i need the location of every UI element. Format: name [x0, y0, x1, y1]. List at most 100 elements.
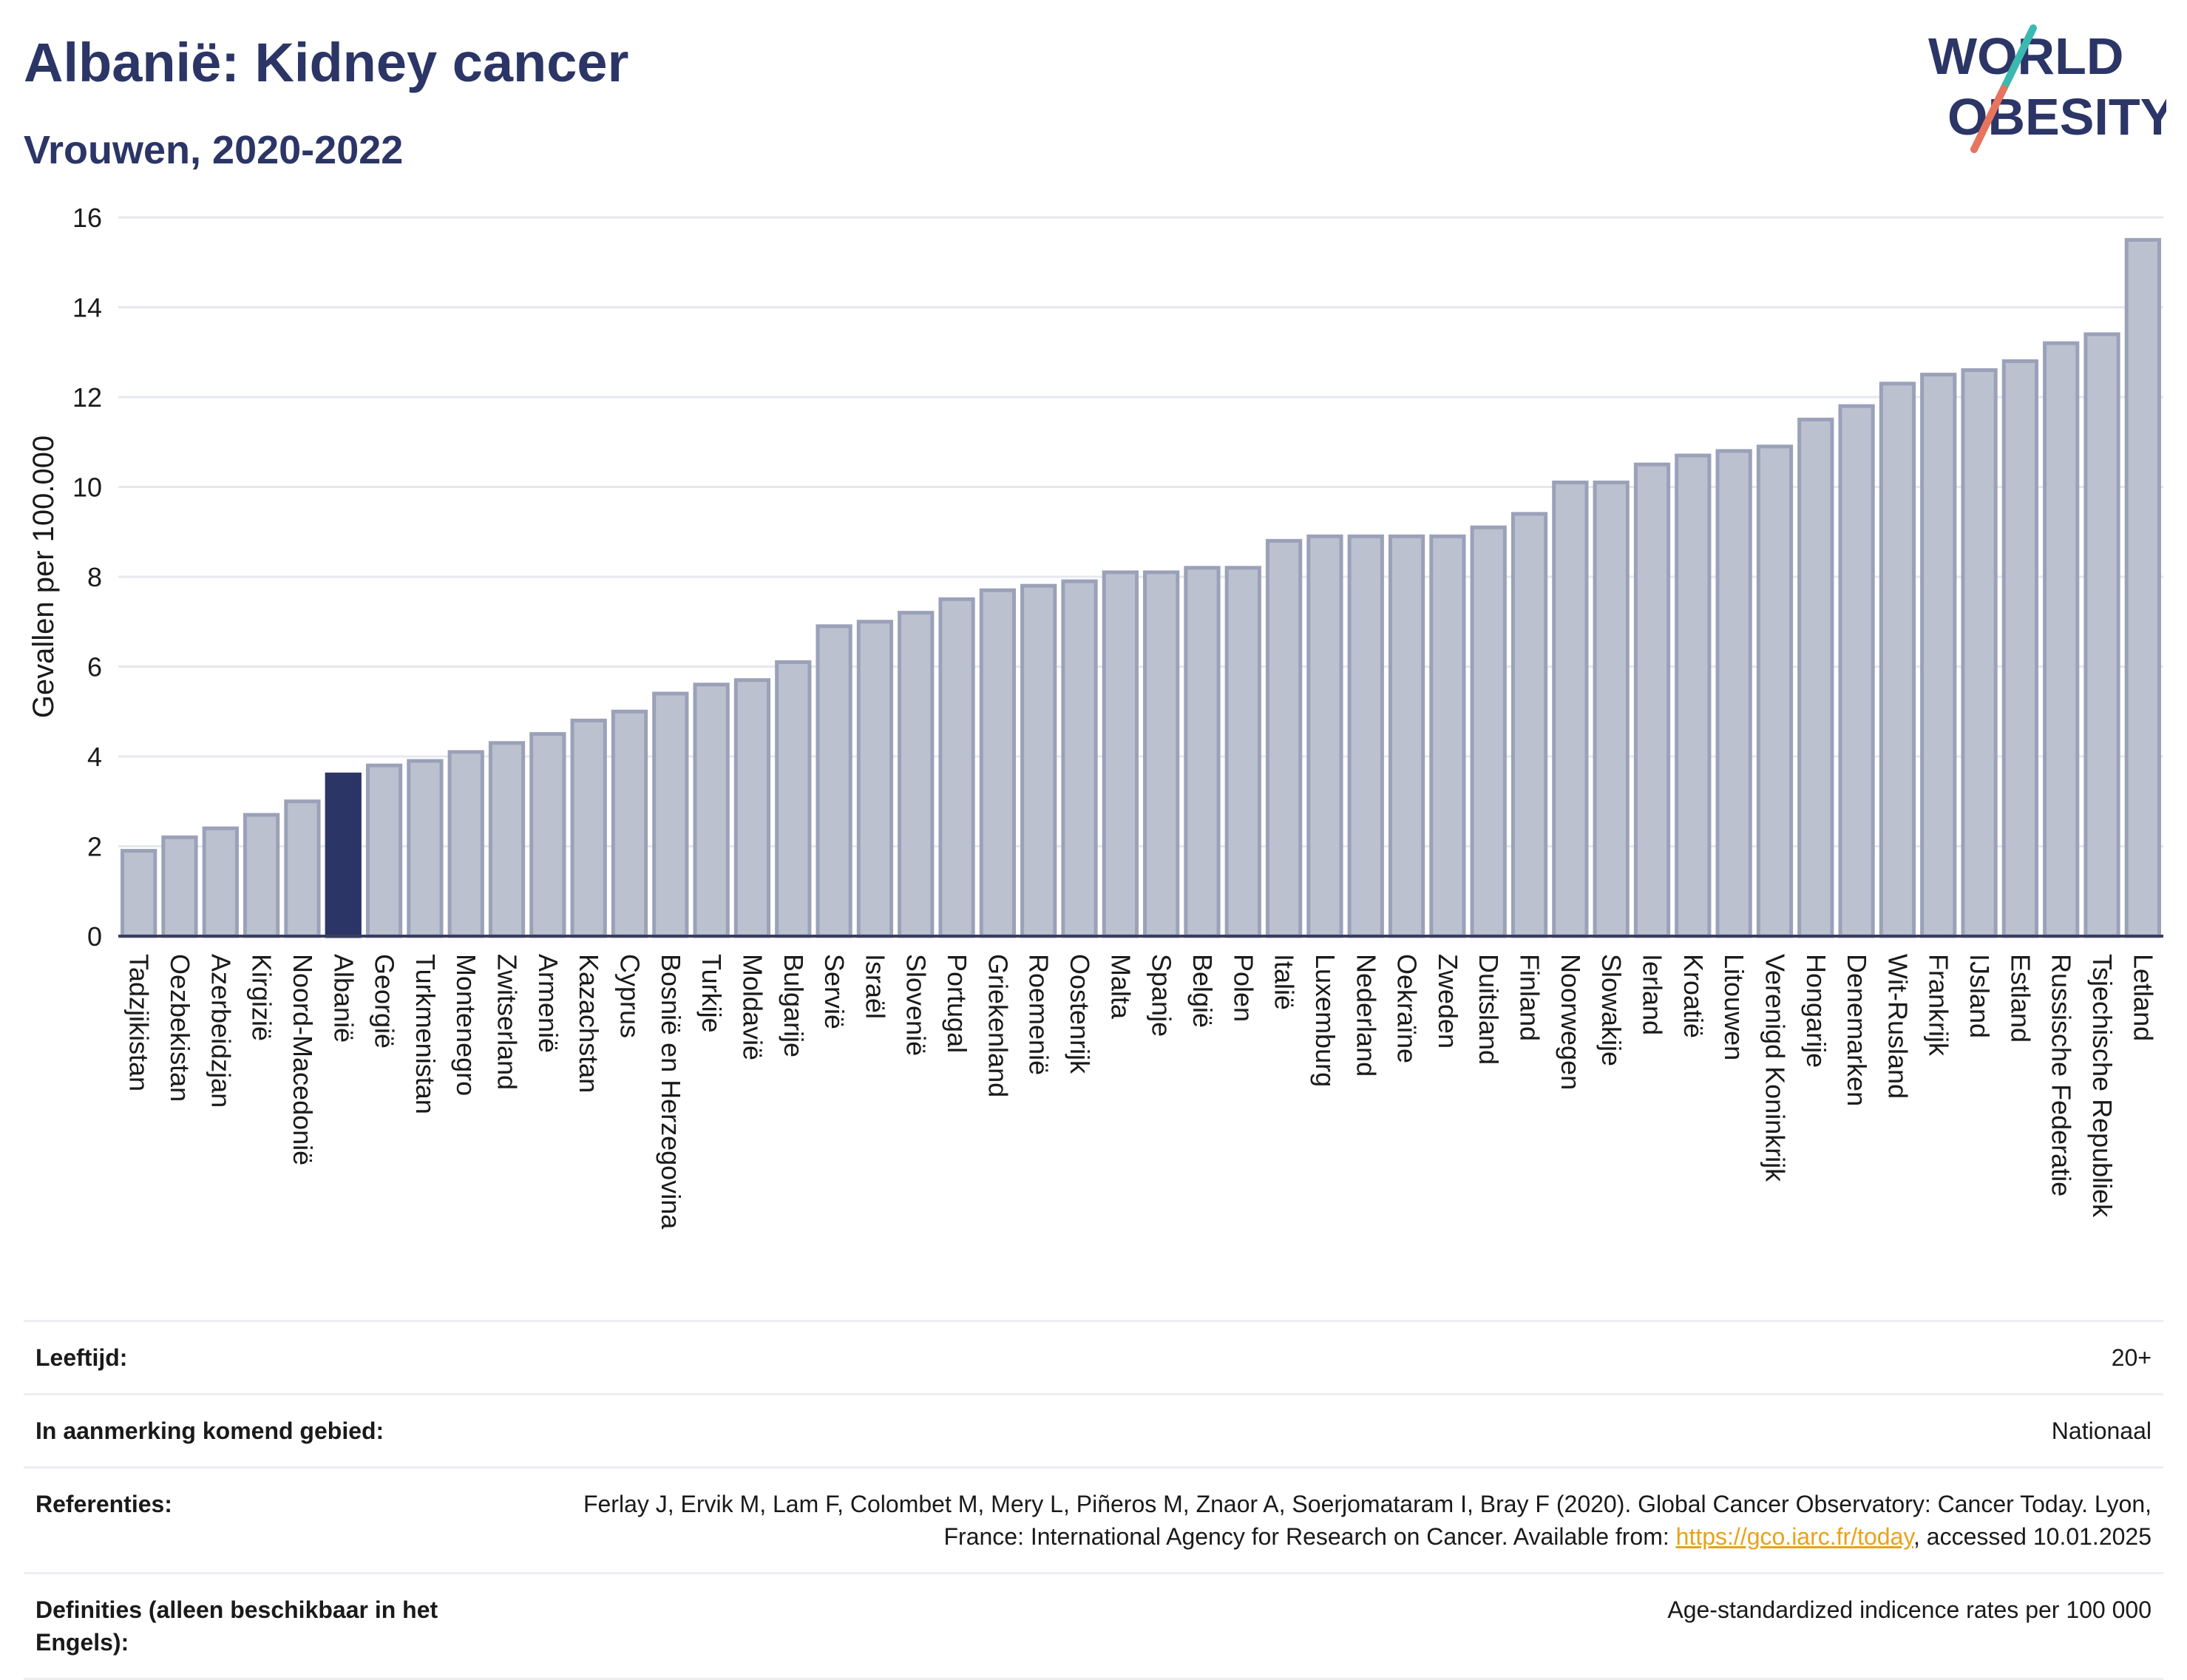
meta-row-area: In aanmerking komend gebied: Nationaal	[24, 1393, 2163, 1466]
meta-label: Definities (alleen beschikbaar in het En…	[35, 1596, 438, 1656]
bar	[2043, 341, 2080, 938]
x-tick-label: Noorwegen	[1556, 954, 1586, 1090]
y-tick-label: 16	[72, 203, 102, 233]
bar	[1675, 453, 1712, 938]
x-tick-label: Denemarken	[1842, 954, 1872, 1106]
x-tick-label: Oostenrijk	[1065, 954, 1095, 1074]
bar	[611, 709, 648, 938]
meta-value: Age-standardized indicence rates per 100…	[1667, 1596, 2152, 1623]
x-tick-label: Tsjechische Republiek	[2087, 954, 2118, 1218]
y-tick-label: 10	[72, 472, 102, 503]
bar	[121, 849, 157, 938]
meta-row-age: Leeftijd: 20+	[24, 1320, 2163, 1393]
x-tick-label: Malta	[1105, 954, 1136, 1020]
x-tick-label: Bulgarije	[779, 954, 809, 1057]
meta-value: Ferlay J, Ervik M, Lam F, Colombet M, Me…	[562, 1488, 2152, 1553]
bar	[407, 759, 444, 938]
chart-title: Albanië: Kidney cancer	[24, 32, 629, 93]
x-tick-label: Italië	[1269, 954, 1300, 1010]
x-tick-label: Griekenland	[983, 954, 1013, 1097]
x-tick-label: Ierland	[1638, 954, 1668, 1035]
meta-label: In aanmerking komend gebied:	[35, 1418, 384, 1444]
x-tick-label: Zweden	[1433, 954, 1463, 1049]
meta-value: 20+	[2111, 1344, 2152, 1371]
bar	[2124, 237, 2161, 938]
x-tick-label: Albanië	[328, 954, 359, 1043]
reference-link[interactable]: https://gco.iarc.fr/today	[1675, 1523, 1913, 1550]
x-tick-label: Estland	[2005, 954, 2035, 1043]
bar	[1715, 449, 1752, 938]
bar	[1184, 566, 1221, 938]
x-tick-label: Cyprus	[615, 954, 645, 1038]
y-tick-label: 14	[72, 293, 102, 323]
bar	[1388, 534, 1425, 938]
y-tick-label: 8	[87, 562, 102, 592]
bar	[1633, 462, 1671, 938]
x-tick-label: Georgië	[370, 954, 400, 1049]
x-tick-label: Letland	[2128, 954, 2158, 1041]
bar	[775, 660, 812, 938]
bar	[447, 750, 484, 938]
bar	[1593, 480, 1630, 938]
bar	[1552, 480, 1589, 938]
x-tick-label: Portugal	[942, 954, 972, 1053]
x-tick-label: Kroatië	[1678, 954, 1709, 1038]
bar	[1061, 579, 1098, 938]
x-tick-label: Kirgizië	[247, 954, 277, 1041]
bar	[856, 620, 894, 938]
y-axis-title: Gevallen per 100.000	[27, 436, 60, 719]
x-tick-label: Oezbekistan	[165, 954, 195, 1102]
bar	[243, 813, 280, 938]
y-tick-label: 4	[87, 742, 102, 772]
y-tick-label: 0	[87, 921, 102, 952]
meta-value: Nationaal	[2051, 1418, 2152, 1444]
logo-slash-coral	[1970, 85, 2007, 153]
x-tick-label: Kazachstan	[574, 954, 604, 1093]
x-tick-label: Wit-Rusland	[1882, 954, 1913, 1099]
x-tick-label: Azerbeidzjan	[206, 954, 236, 1108]
x-tick-label: Slovenië	[901, 954, 932, 1056]
x-tick-label: Russische Federatie	[2047, 954, 2077, 1196]
bar	[733, 678, 771, 938]
bar	[529, 732, 566, 938]
reference-text: Ferlay J, Ervik M, Lam F, Colombet M, Me…	[583, 1491, 2152, 1550]
x-tick-label: Luxemburg	[1310, 954, 1340, 1087]
x-tick-label: Servië	[819, 954, 850, 1029]
bar	[1224, 566, 1261, 938]
chart-subtitle: Vrouwen, 2020-2022	[24, 128, 404, 172]
bar	[652, 691, 689, 938]
bar	[898, 611, 935, 938]
x-tick-label: België	[1187, 954, 1218, 1028]
bar	[1265, 538, 1303, 938]
x-tick-label: IJsland	[1964, 954, 1995, 1038]
x-tick-label: Roemenië	[1024, 954, 1054, 1075]
x-tick-label: Finland	[1515, 954, 1545, 1041]
bar	[1306, 534, 1343, 938]
bar	[284, 799, 321, 938]
bar	[202, 826, 239, 938]
y-tick-label: 12	[72, 382, 102, 413]
x-tick-label: Tadzjikistan	[124, 954, 155, 1091]
x-tick-label: Noord-Macedonië	[288, 954, 318, 1165]
meta-row-references: Referenties: Ferlay J, Ervik M, Lam F, C…	[24, 1466, 2163, 1572]
bar	[2001, 359, 2039, 938]
bar	[1102, 570, 1139, 938]
bar-chart: 0 2 4 6 8 10 12 14 16 Gevallen per 100.000 Tadzjik…	[27, 203, 2163, 1230]
bar	[1961, 368, 1998, 938]
bar	[938, 597, 975, 938]
logo-slash-teal	[2000, 24, 2037, 92]
meta-label: Referenties:	[35, 1491, 172, 1517]
x-tick-label: Turkmenistan	[410, 954, 441, 1114]
bar	[816, 624, 852, 938]
x-tick-label: Oekraïne	[1392, 954, 1423, 1063]
x-tick-label: Armenië	[533, 954, 563, 1053]
bar	[161, 835, 198, 938]
bar	[1347, 534, 1384, 938]
x-tick-label: Frankrijk	[1924, 954, 1954, 1057]
bar	[1143, 570, 1180, 938]
bar	[325, 772, 362, 938]
x-tick-label: Verenigd Koninkrijk	[1760, 954, 1790, 1182]
x-tick-label: Nederland	[1351, 954, 1381, 1077]
x-tick-label: Montenegro	[451, 954, 481, 1096]
bar	[1470, 525, 1507, 938]
